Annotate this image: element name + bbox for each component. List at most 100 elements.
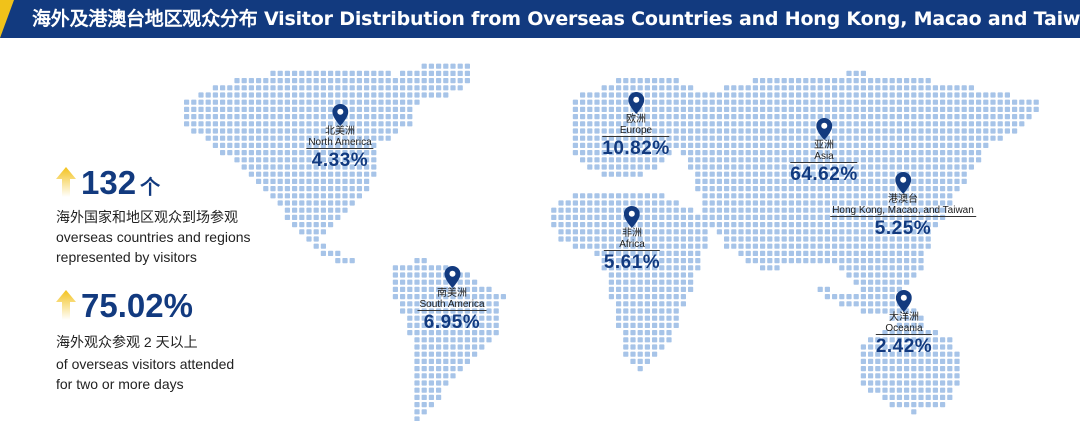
map-dot: [666, 114, 672, 120]
map-dot: [853, 150, 859, 156]
map-dot: [716, 178, 722, 184]
map-dot: [328, 128, 334, 134]
map-dot: [428, 402, 434, 408]
map-dot: [716, 222, 722, 228]
map-dot: [457, 85, 463, 91]
map-dot: [623, 171, 629, 177]
map-dot: [724, 200, 730, 206]
map-dot: [608, 250, 614, 256]
map-dot: [320, 70, 326, 76]
map-dot: [918, 265, 924, 271]
map-dot: [889, 92, 895, 98]
map-dot: [932, 380, 938, 386]
map-dot: [896, 193, 902, 199]
map-dot: [695, 92, 701, 98]
map-dot: [421, 286, 427, 292]
map-dot: [925, 236, 931, 242]
map-dot: [284, 214, 290, 220]
map-dot: [450, 308, 456, 314]
map-dot: [659, 157, 665, 163]
map-dot: [882, 121, 888, 127]
map-dot: [220, 85, 226, 91]
map-dot: [666, 99, 672, 105]
map-dot: [889, 164, 895, 170]
map-dot: [673, 301, 679, 307]
map-dot: [313, 157, 319, 163]
map-dot: [767, 135, 773, 141]
map-dot: [464, 351, 470, 357]
map-dot: [644, 193, 650, 199]
map-dot: [587, 236, 593, 242]
map-dot: [364, 70, 370, 76]
map-dot: [306, 150, 312, 156]
map-dot: [724, 214, 730, 220]
map-dot: [868, 380, 874, 386]
map-dot: [904, 193, 910, 199]
map-dot: [702, 236, 708, 242]
map-dot: [342, 92, 348, 98]
map-dot: [464, 294, 470, 300]
map-dot: [767, 258, 773, 264]
map-dot: [601, 92, 607, 98]
map-dot: [716, 128, 722, 134]
map-dot: [436, 265, 442, 271]
map-dot: [968, 106, 974, 112]
map-dot: [436, 70, 442, 76]
map-dot: [832, 157, 838, 163]
map-dot: [925, 344, 931, 350]
map-dot: [882, 279, 888, 285]
map-dot: [738, 186, 744, 192]
map-dot: [587, 135, 593, 141]
map-dot: [659, 322, 665, 328]
map-dot: [803, 250, 809, 256]
map-dot: [846, 265, 852, 271]
map-dot: [587, 157, 593, 163]
map-dot: [932, 351, 938, 357]
map-dot: [644, 128, 650, 134]
map-dot: [688, 99, 694, 105]
map-dot: [644, 243, 650, 249]
map-dot: [212, 114, 218, 120]
map-dot: [860, 236, 866, 242]
map-dot: [587, 200, 593, 206]
map-dot: [623, 200, 629, 206]
map-dot: [932, 128, 938, 134]
map-dot: [709, 92, 715, 98]
map-dot: [270, 150, 276, 156]
map-dot: [911, 380, 917, 386]
map-dot: [601, 121, 607, 127]
map-dot: [896, 315, 902, 321]
map-dot: [637, 142, 643, 148]
map-dot: [256, 78, 262, 84]
map-dot: [853, 193, 859, 199]
map-dot: [601, 142, 607, 148]
map-dot: [616, 114, 622, 120]
map-dot: [947, 135, 953, 141]
map-dot: [299, 78, 305, 84]
map-dot: [716, 99, 722, 105]
map-dot: [270, 135, 276, 141]
map-dot: [421, 387, 427, 393]
map-dot: [248, 92, 254, 98]
map-dot: [839, 236, 845, 242]
map-dot: [234, 114, 240, 120]
location-pin-icon: [815, 118, 832, 140]
map-dot: [911, 171, 917, 177]
map-dot: [774, 150, 780, 156]
map-dot: [853, 106, 859, 112]
map-dot: [364, 157, 370, 163]
map-dot: [918, 157, 924, 163]
map-dot: [392, 286, 398, 292]
map-dot: [832, 92, 838, 98]
map-dot: [760, 92, 766, 98]
map-dot: [868, 106, 874, 112]
map-dot: [630, 351, 636, 357]
map-dot: [652, 286, 658, 292]
map-dot: [875, 366, 881, 372]
map-dot: [673, 207, 679, 213]
map-dot: [817, 207, 823, 213]
map-dot: [601, 157, 607, 163]
map-dot: [904, 99, 910, 105]
map-dot: [882, 229, 888, 235]
map-dot: [392, 92, 398, 98]
